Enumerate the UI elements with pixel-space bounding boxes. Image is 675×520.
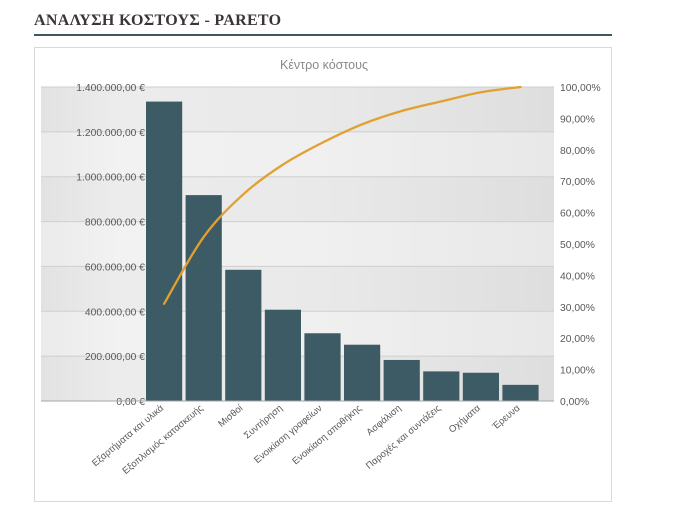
svg-text:Εξοπλισμός κατασκευής: Εξοπλισμός κατασκευής — [121, 403, 206, 477]
svg-text:1.200.000,00 €: 1.200.000,00 € — [76, 128, 145, 139]
svg-text:Ενοικίαση αποθήκης: Ενοικίαση αποθήκης — [290, 403, 364, 468]
svg-text:0,00 €: 0,00 € — [116, 397, 145, 408]
svg-text:0,00%: 0,00% — [560, 397, 589, 408]
svg-text:50,00%: 50,00% — [560, 240, 595, 251]
svg-text:Ενοικίαση γραφείων: Ενοικίαση γραφείων — [252, 403, 324, 466]
svg-text:400.000,00 €: 400.000,00 € — [85, 307, 145, 318]
svg-text:Εξαρτήματα και υλικά: Εξαρτήματα και υλικά — [90, 403, 166, 470]
svg-text:200.000,00 €: 200.000,00 € — [85, 352, 145, 363]
svg-text:Παροχές και συντάξεις: Παροχές και συντάξεις — [364, 403, 444, 472]
svg-text:80,00%: 80,00% — [560, 146, 595, 157]
svg-text:20,00%: 20,00% — [560, 334, 595, 345]
svg-text:1.000.000,00 €: 1.000.000,00 € — [76, 173, 145, 184]
svg-text:10,00%: 10,00% — [560, 366, 595, 377]
svg-text:800.000,00 €: 800.000,00 € — [85, 218, 145, 229]
svg-text:Μισθοί: Μισθοί — [216, 402, 246, 429]
svg-text:90,00%: 90,00% — [560, 114, 595, 125]
svg-text:100,00%: 100,00% — [560, 83, 601, 94]
svg-text:70,00%: 70,00% — [560, 177, 595, 188]
svg-text:600.000,00 €: 600.000,00 € — [85, 262, 145, 273]
svg-text:40,00%: 40,00% — [560, 271, 595, 282]
svg-text:1.400.000,00 €: 1.400.000,00 € — [76, 83, 145, 94]
svg-text:30,00%: 30,00% — [560, 303, 595, 314]
svg-text:Ασφάλιση: Ασφάλιση — [364, 403, 403, 438]
svg-text:Οχήματα: Οχήματα — [447, 403, 483, 436]
svg-text:60,00%: 60,00% — [560, 209, 595, 220]
svg-text:Έρευνα: Έρευνα — [490, 403, 523, 433]
